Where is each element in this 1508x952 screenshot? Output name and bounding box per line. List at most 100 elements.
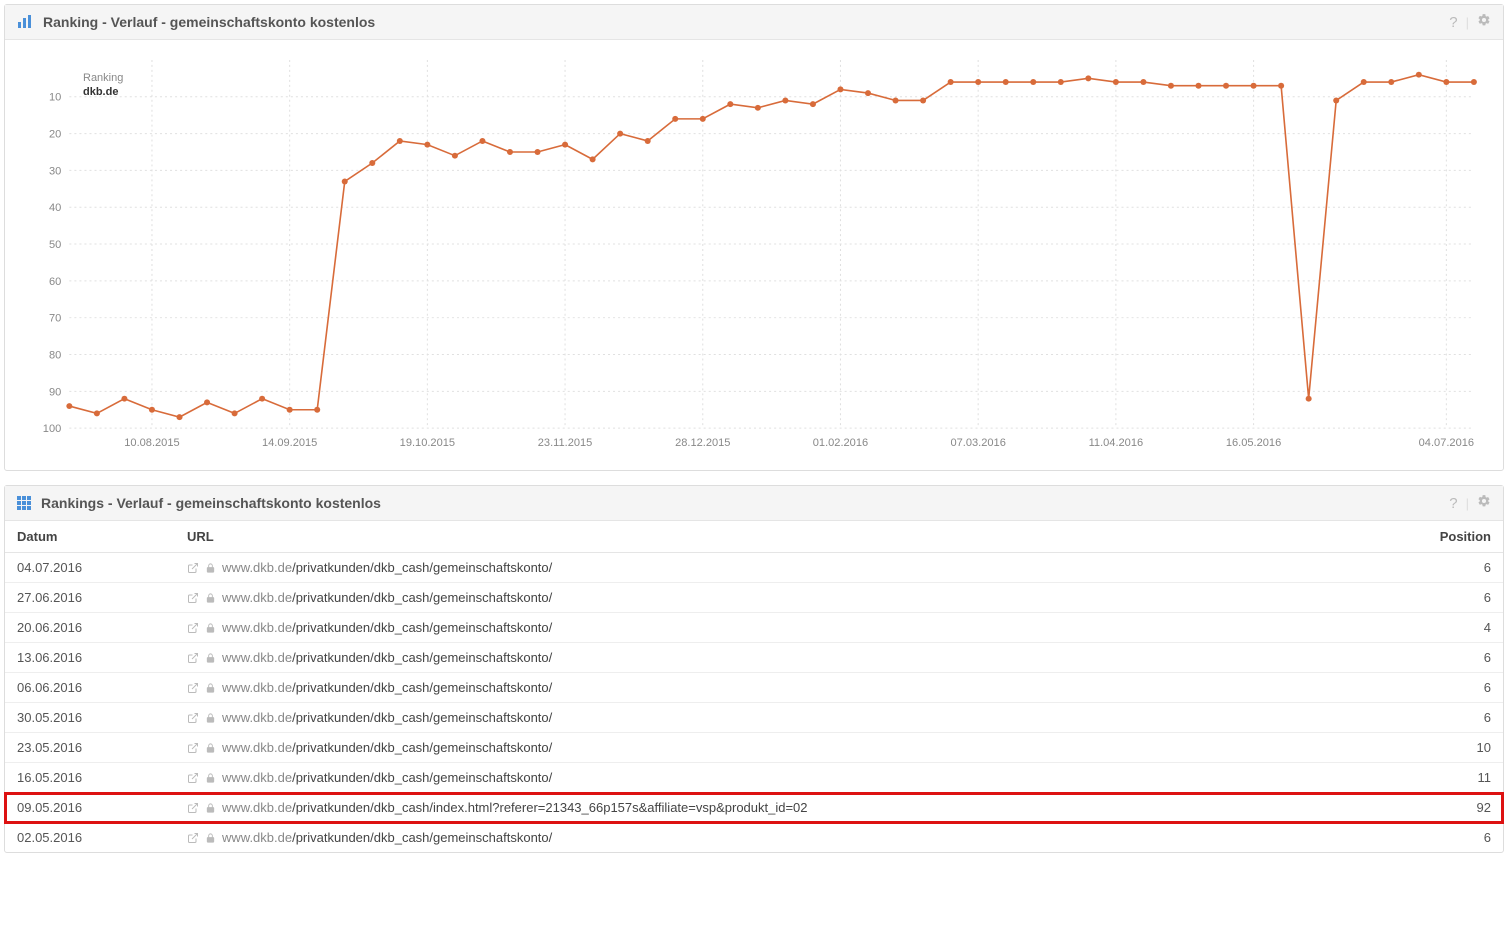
separator: | — [1466, 15, 1469, 30]
url-text[interactable]: www.dkb.de/privatkunden/dkb_cash/gemeins… — [222, 650, 552, 665]
lock-icon — [205, 832, 216, 844]
table-row[interactable]: 02.05.2016 www.dkb.de/privatkunden/dkb_ca… — [5, 823, 1503, 853]
help-icon[interactable]: ? — [1449, 495, 1457, 512]
col-header-url[interactable]: URL — [175, 521, 1403, 553]
cell-position: 10 — [1403, 733, 1503, 763]
chart-icon — [17, 15, 33, 29]
series-label: dkb.de — [83, 86, 118, 98]
url-text[interactable]: www.dkb.de/privatkunden/dkb_cash/gemeins… — [222, 590, 552, 605]
gear-icon[interactable] — [1477, 494, 1491, 512]
cell-position: 6 — [1403, 703, 1503, 733]
lock-icon — [205, 682, 216, 694]
svg-text:11.04.2016: 11.04.2016 — [1089, 437, 1144, 449]
lock-icon — [205, 802, 216, 814]
cell-position: 6 — [1403, 643, 1503, 673]
table-row[interactable]: 27.06.2016www.dkb.de/privatkunden/dkb_ca… — [5, 583, 1503, 613]
url-text[interactable]: www.dkb.de/privatkunden/dkb_cash/gemeins… — [222, 710, 552, 725]
ranking-line-chart: 10203040506070809010010.08.201514.09.201… — [19, 50, 1489, 458]
svg-text:01.02.2016: 01.02.2016 — [813, 437, 868, 449]
svg-text:07.03.2016: 07.03.2016 — [950, 437, 1005, 449]
chart-panel-title: Ranking - Verlauf - gemeinschaftskonto k… — [43, 14, 375, 30]
y-axis-title: Ranking — [83, 72, 123, 84]
col-header-date[interactable]: Datum — [5, 521, 175, 553]
cell-position: 6 — [1403, 673, 1503, 703]
table-row[interactable]: 30.05.2016www.dkb.de/privatkunden/dkb_ca… — [5, 703, 1503, 733]
url-text[interactable]: www.dkb.de/privatkunden/dkb_cash/gemeins… — [222, 680, 552, 695]
url-text[interactable]: www.dkb.de/privatkunden/dkb_cash/gemeins… — [222, 560, 552, 575]
cell-date: 02.05.2016 — [5, 823, 175, 853]
svg-text:20: 20 — [49, 129, 61, 141]
svg-text:30: 30 — [49, 165, 61, 177]
table-row[interactable]: 06.06.2016www.dkb.de/privatkunden/dkb_ca… — [5, 673, 1503, 703]
table-row[interactable]: 09.05.2016 www.dkb.de/privatkunden/dkb_ca… — [5, 793, 1503, 823]
svg-text:10: 10 — [49, 92, 61, 104]
gear-icon[interactable] — [1477, 13, 1491, 31]
table-row[interactable]: 13.06.2016 www.dkb.de/privatkunden/dkb_ca… — [5, 643, 1503, 673]
external-link-icon[interactable] — [187, 682, 199, 694]
url-text[interactable]: www.dkb.de/privatkunden/dkb_cash/gemeins… — [222, 620, 552, 635]
cell-url: www.dkb.de/privatkunden/dkb_cash/gemeins… — [175, 763, 1403, 793]
chart-panel-header: Ranking - Verlauf - gemeinschaftskonto k… — [5, 5, 1503, 40]
external-link-icon[interactable] — [187, 712, 199, 724]
lock-icon — [205, 742, 216, 754]
external-link-icon[interactable] — [187, 742, 199, 754]
table-row[interactable]: 04.07.2016 www.dkb.de/privatkunden/dkb_ca… — [5, 553, 1503, 583]
cell-url: www.dkb.de/privatkunden/dkb_cash/gemeins… — [175, 553, 1403, 583]
svg-text:70: 70 — [49, 313, 61, 325]
url-text[interactable]: www.dkb.de/privatkunden/dkb_cash/gemeins… — [222, 770, 552, 785]
svg-text:23.11.2015: 23.11.2015 — [538, 437, 593, 449]
svg-text:14.09.2015: 14.09.2015 — [262, 437, 317, 449]
cell-url: www.dkb.de/privatkunden/dkb_cash/gemeins… — [175, 643, 1403, 673]
cell-url: www.dkb.de/privatkunden/dkb_cash/gemeins… — [175, 733, 1403, 763]
lock-icon — [205, 562, 216, 574]
lock-icon — [205, 592, 216, 604]
col-header-position[interactable]: Position — [1403, 521, 1503, 553]
cell-position: 6 — [1403, 823, 1503, 853]
cell-position: 4 — [1403, 613, 1503, 643]
cell-url: www.dkb.de/privatkunden/dkb_cash/gemeins… — [175, 583, 1403, 613]
cell-url: www.dkb.de/privatkunden/dkb_cash/gemeins… — [175, 703, 1403, 733]
table-row[interactable]: 16.05.2016 www.dkb.de/privatkunden/dkb_ca… — [5, 763, 1503, 793]
svg-text:60: 60 — [49, 276, 61, 288]
ranking-chart-panel: Ranking - Verlauf - gemeinschaftskonto k… — [4, 4, 1504, 471]
lock-icon — [205, 772, 216, 784]
help-icon[interactable]: ? — [1449, 14, 1457, 31]
external-link-icon[interactable] — [187, 592, 199, 604]
cell-date: 09.05.2016 — [5, 793, 175, 823]
svg-text:19.10.2015: 19.10.2015 — [400, 437, 455, 449]
cell-position: 11 — [1403, 763, 1503, 793]
grid-icon — [17, 496, 31, 510]
lock-icon — [205, 652, 216, 664]
table-panel-title: Rankings - Verlauf - gemeinschaftskonto … — [41, 495, 381, 511]
cell-date: 16.05.2016 — [5, 763, 175, 793]
svg-text:04.07.2016: 04.07.2016 — [1419, 437, 1474, 449]
cell-position: 6 — [1403, 583, 1503, 613]
url-text[interactable]: www.dkb.de/privatkunden/dkb_cash/index.h… — [222, 800, 808, 815]
external-link-icon[interactable] — [187, 802, 199, 814]
svg-text:28.12.2015: 28.12.2015 — [675, 437, 730, 449]
table-row[interactable]: 23.05.2016 www.dkb.de/privatkunden/dkb_ca… — [5, 733, 1503, 763]
table-row[interactable]: 20.06.2016 www.dkb.de/privatkunden/dkb_ca… — [5, 613, 1503, 643]
external-link-icon[interactable] — [187, 772, 199, 784]
url-text[interactable]: www.dkb.de/privatkunden/dkb_cash/gemeins… — [222, 830, 552, 845]
cell-position: 92 — [1403, 793, 1503, 823]
url-text[interactable]: www.dkb.de/privatkunden/dkb_cash/gemeins… — [222, 740, 552, 755]
svg-text:50: 50 — [49, 239, 61, 251]
external-link-icon[interactable] — [187, 622, 199, 634]
rankings-table: Datum URL Position 04.07.2016 www.dkb.de/… — [5, 521, 1503, 852]
lock-icon — [205, 712, 216, 724]
rankings-table-panel: Rankings - Verlauf - gemeinschaftskonto … — [4, 485, 1504, 853]
cell-date: 23.05.2016 — [5, 733, 175, 763]
cell-date: 13.06.2016 — [5, 643, 175, 673]
cell-url: www.dkb.de/privatkunden/dkb_cash/index.h… — [175, 793, 1403, 823]
svg-text:16.05.2016: 16.05.2016 — [1226, 437, 1281, 449]
external-link-icon[interactable] — [187, 832, 199, 844]
external-link-icon[interactable] — [187, 652, 199, 664]
cell-url: www.dkb.de/privatkunden/dkb_cash/gemeins… — [175, 823, 1403, 853]
cell-date: 04.07.2016 — [5, 553, 175, 583]
svg-text:10.08.2015: 10.08.2015 — [124, 437, 179, 449]
svg-text:90: 90 — [49, 386, 61, 398]
cell-date: 20.06.2016 — [5, 613, 175, 643]
cell-url: www.dkb.de/privatkunden/dkb_cash/gemeins… — [175, 673, 1403, 703]
external-link-icon[interactable] — [187, 562, 199, 574]
